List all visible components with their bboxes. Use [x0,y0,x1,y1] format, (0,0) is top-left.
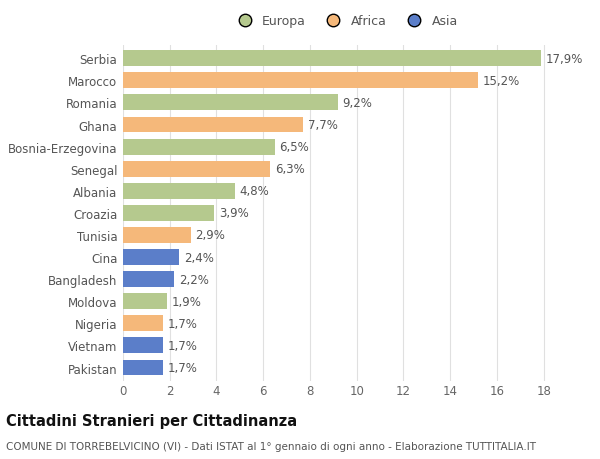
Text: 2,4%: 2,4% [184,251,214,264]
Text: 3,9%: 3,9% [219,207,248,220]
Text: 9,2%: 9,2% [343,97,373,110]
Bar [123,316,163,331]
Text: Cittadini Stranieri per Cittadinanza: Cittadini Stranieri per Cittadinanza [6,413,297,428]
Bar [123,272,175,287]
Legend: Europa, Africa, Asia: Europa, Africa, Asia [232,15,458,28]
Text: COMUNE DI TORREBELVICINO (VI) - Dati ISTAT al 1° gennaio di ogni anno - Elaboraz: COMUNE DI TORREBELVICINO (VI) - Dati IST… [6,441,536,451]
Bar [123,206,214,221]
Text: 15,2%: 15,2% [483,75,520,88]
Bar [123,338,163,353]
Text: 2,9%: 2,9% [196,229,226,242]
Bar [123,294,167,309]
Bar [123,228,191,243]
Bar [123,360,163,375]
Bar [123,140,275,155]
Text: 4,8%: 4,8% [240,185,269,198]
Text: 7,7%: 7,7% [308,119,337,132]
Bar [123,250,179,265]
Text: 6,5%: 6,5% [280,141,310,154]
Text: 1,9%: 1,9% [172,295,202,308]
Bar [123,73,478,89]
Bar [123,51,541,67]
Text: 1,7%: 1,7% [167,339,197,352]
Bar [123,118,303,133]
Text: 1,7%: 1,7% [167,361,197,374]
Text: 17,9%: 17,9% [546,53,583,66]
Bar [123,95,338,111]
Text: 2,2%: 2,2% [179,273,209,286]
Text: 6,3%: 6,3% [275,163,305,176]
Bar [123,162,270,177]
Bar [123,184,235,199]
Text: 1,7%: 1,7% [167,317,197,330]
